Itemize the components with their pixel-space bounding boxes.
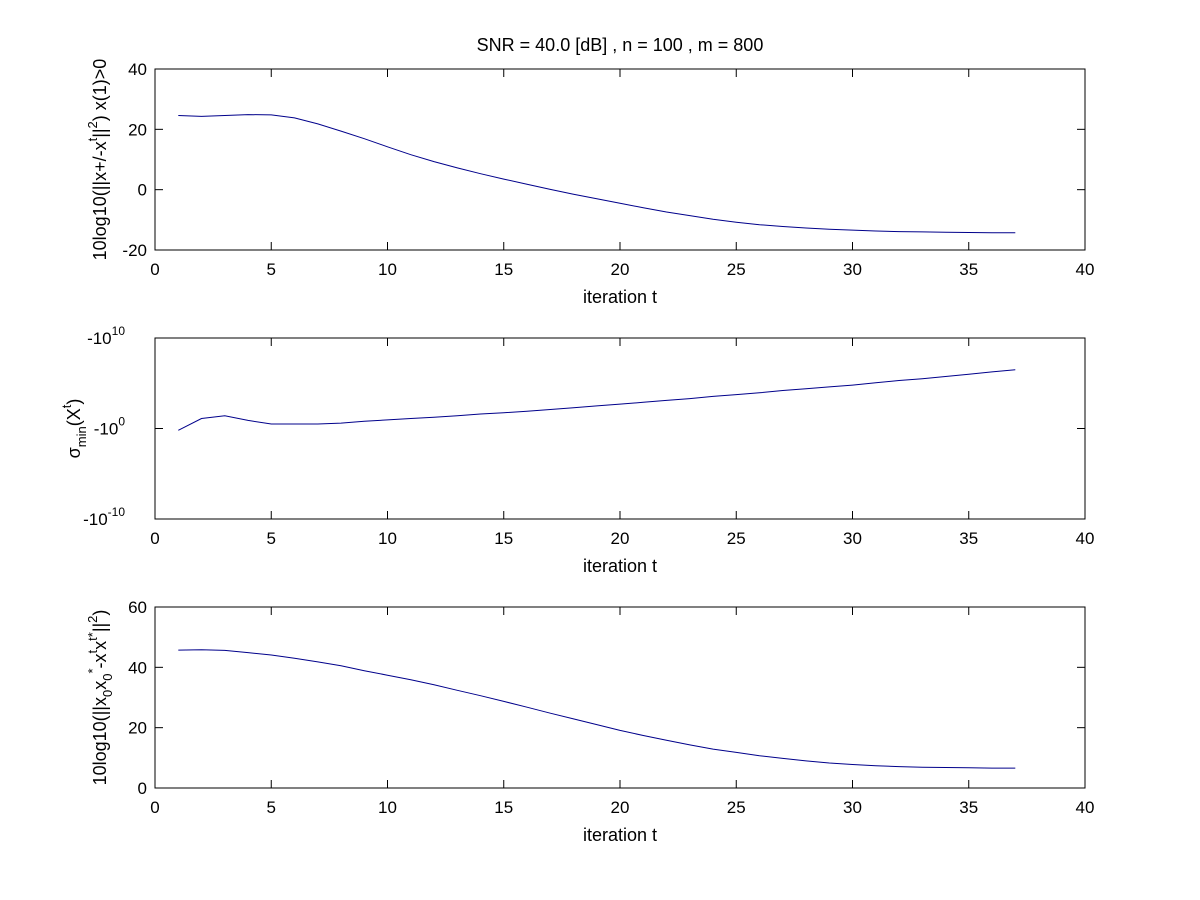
x-tick-label: 0 xyxy=(150,529,159,548)
x-tick-label: 0 xyxy=(150,798,159,817)
x-tick-label: 25 xyxy=(727,529,746,548)
x-tick-label: 40 xyxy=(1076,798,1095,817)
x-tick-label: 20 xyxy=(611,260,630,279)
x-axis-label: iteration t xyxy=(583,287,657,307)
x-tick-label: 35 xyxy=(959,529,978,548)
x-tick-label: 30 xyxy=(843,529,862,548)
x-tick-label: 25 xyxy=(727,260,746,279)
y-tick-label: 0 xyxy=(138,779,147,798)
x-tick-label: 20 xyxy=(611,529,630,548)
plot-frame xyxy=(154,337,1086,520)
y-tick-label: 0 xyxy=(138,181,147,200)
plot-3: 0 5 10 15 20 25 30 35 40 0 20 40 60 iteration t 10log1… xyxy=(85,598,1094,845)
plot-frame xyxy=(154,68,1086,251)
plot-frame xyxy=(154,606,1086,789)
y-tick-label: 20 xyxy=(128,719,147,738)
x-axis-label: iteration t xyxy=(583,556,657,576)
x-tick-label: 40 xyxy=(1076,260,1095,279)
chart-title: SNR = 40.0 [dB] , n = 100 , m = 800 xyxy=(477,35,764,55)
series-line xyxy=(178,114,1016,234)
series-line xyxy=(178,649,1016,769)
y-axis-label: 10log10(||x+/-xt||2) x(1)>0 xyxy=(85,59,110,261)
x-tick-label: 20 xyxy=(611,798,630,817)
x-tick-label: 5 xyxy=(267,798,276,817)
x-tick-label: 10 xyxy=(378,529,397,548)
x-tick-label: 0 xyxy=(150,260,159,279)
x-tick-label: 30 xyxy=(843,260,862,279)
x-tick-label: 35 xyxy=(959,798,978,817)
x-tick-label: 10 xyxy=(378,260,397,279)
y-tick-label: 20 xyxy=(128,120,147,139)
x-tick-label: 30 xyxy=(843,798,862,817)
y-tick-label: -10-10 xyxy=(83,505,125,529)
x-tick-label: 35 xyxy=(959,260,978,279)
x-axis-label: iteration t xyxy=(583,825,657,845)
x-tick-label: 15 xyxy=(494,798,513,817)
x-tick-label: 25 xyxy=(727,798,746,817)
x-tick-label: 5 xyxy=(267,260,276,279)
series-line xyxy=(178,369,1016,431)
y-tick-label: -20 xyxy=(122,241,147,260)
x-tick-label: 40 xyxy=(1076,529,1095,548)
x-tick-label: 10 xyxy=(378,798,397,817)
plot-2: 0 5 10 15 20 25 30 35 40 -10-10 -100 -1010 iteration… xyxy=(59,324,1094,576)
y-axis-label: 10log10(||x0x0*-xtxt*||2) xyxy=(85,610,115,786)
x-tick-label: 15 xyxy=(494,529,513,548)
x-tick-label: 15 xyxy=(494,260,513,279)
y-tick-label: 60 xyxy=(128,598,147,617)
y-tick-label: -100 xyxy=(94,415,126,439)
y-axis-label: σmin(Xt) xyxy=(59,399,89,459)
y-tick-label: -1010 xyxy=(87,324,125,348)
y-tick-label: 40 xyxy=(128,658,147,677)
y-tick-label: 40 xyxy=(128,60,147,79)
x-tick-label: 5 xyxy=(267,529,276,548)
